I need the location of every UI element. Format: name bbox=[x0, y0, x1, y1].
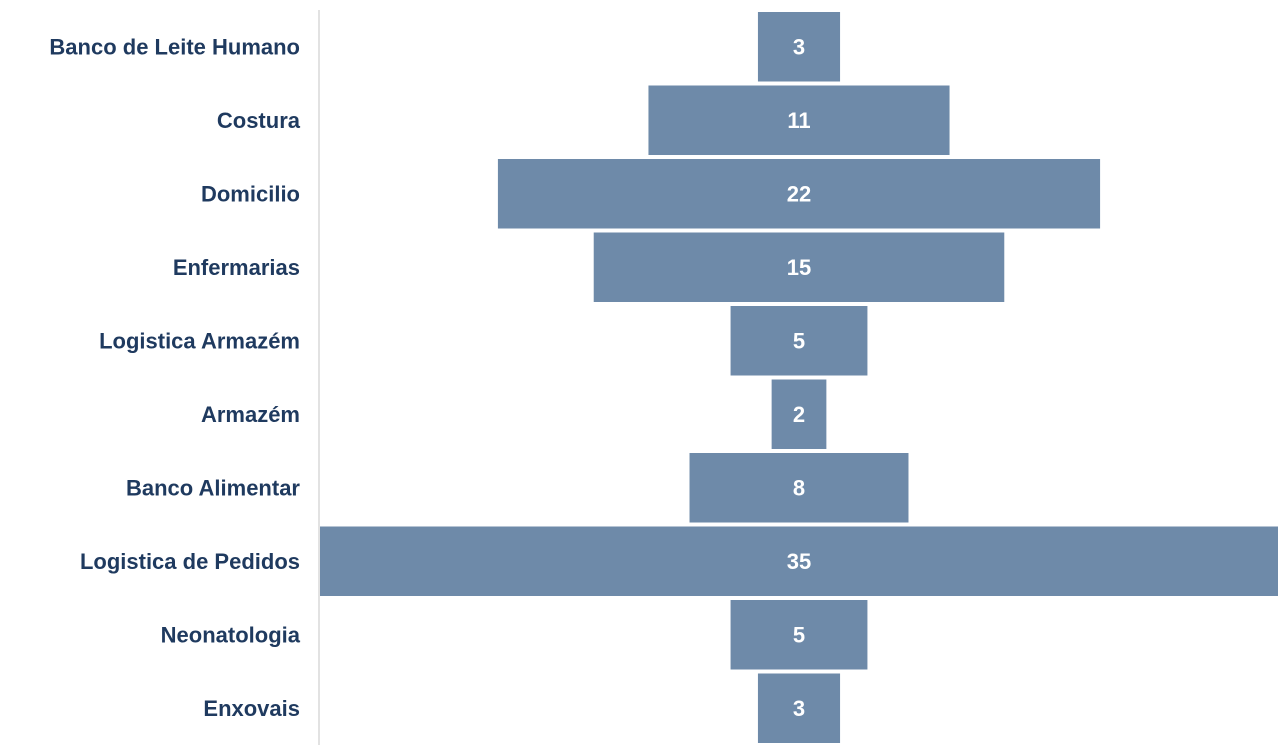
data-label-8: 35 bbox=[787, 549, 811, 574]
bar-8 bbox=[320, 526, 1278, 596]
data-label-9: 5 bbox=[793, 622, 805, 647]
bar-5 bbox=[730, 306, 868, 376]
category-label-2: Costura bbox=[217, 108, 301, 133]
data-label-7: 8 bbox=[793, 475, 805, 500]
bar-7 bbox=[689, 453, 909, 523]
category-label-6: Armazém bbox=[201, 402, 300, 427]
category-label-8: Logistica de Pedidos bbox=[80, 549, 300, 574]
category-label-7: Banco Alimentar bbox=[126, 475, 300, 500]
bars-layer: 3 11 22 15 5 2 8 35 5 3 bbox=[320, 12, 1278, 743]
data-label-5: 5 bbox=[793, 328, 805, 353]
data-label-4: 15 bbox=[787, 255, 811, 280]
bar-10 bbox=[757, 673, 841, 743]
category-label-9: Neonatologia bbox=[161, 622, 301, 647]
bar-2 bbox=[648, 85, 950, 155]
bar-1 bbox=[757, 12, 841, 82]
category-label-10: Enxovais bbox=[203, 696, 300, 721]
bar-9 bbox=[730, 600, 868, 670]
category-label-1: Banco de Leite Humano bbox=[49, 34, 300, 59]
data-label-10: 3 bbox=[793, 696, 805, 721]
category-label-4: Enfermarias bbox=[173, 255, 300, 280]
category-label-3: Domicilio bbox=[201, 181, 300, 206]
category-labels-layer: Banco de Leite Humano Costura Domicilio Enf… bbox=[49, 34, 300, 721]
bar-6 bbox=[771, 379, 827, 449]
bar-3 bbox=[497, 159, 1101, 229]
data-label-2: 11 bbox=[787, 108, 810, 133]
data-label-1: 3 bbox=[793, 34, 805, 59]
category-label-5: Logistica Armazém bbox=[99, 328, 300, 353]
data-label-6: 2 bbox=[793, 402, 805, 427]
bar-4 bbox=[593, 232, 1005, 302]
data-label-3: 22 bbox=[787, 181, 811, 206]
